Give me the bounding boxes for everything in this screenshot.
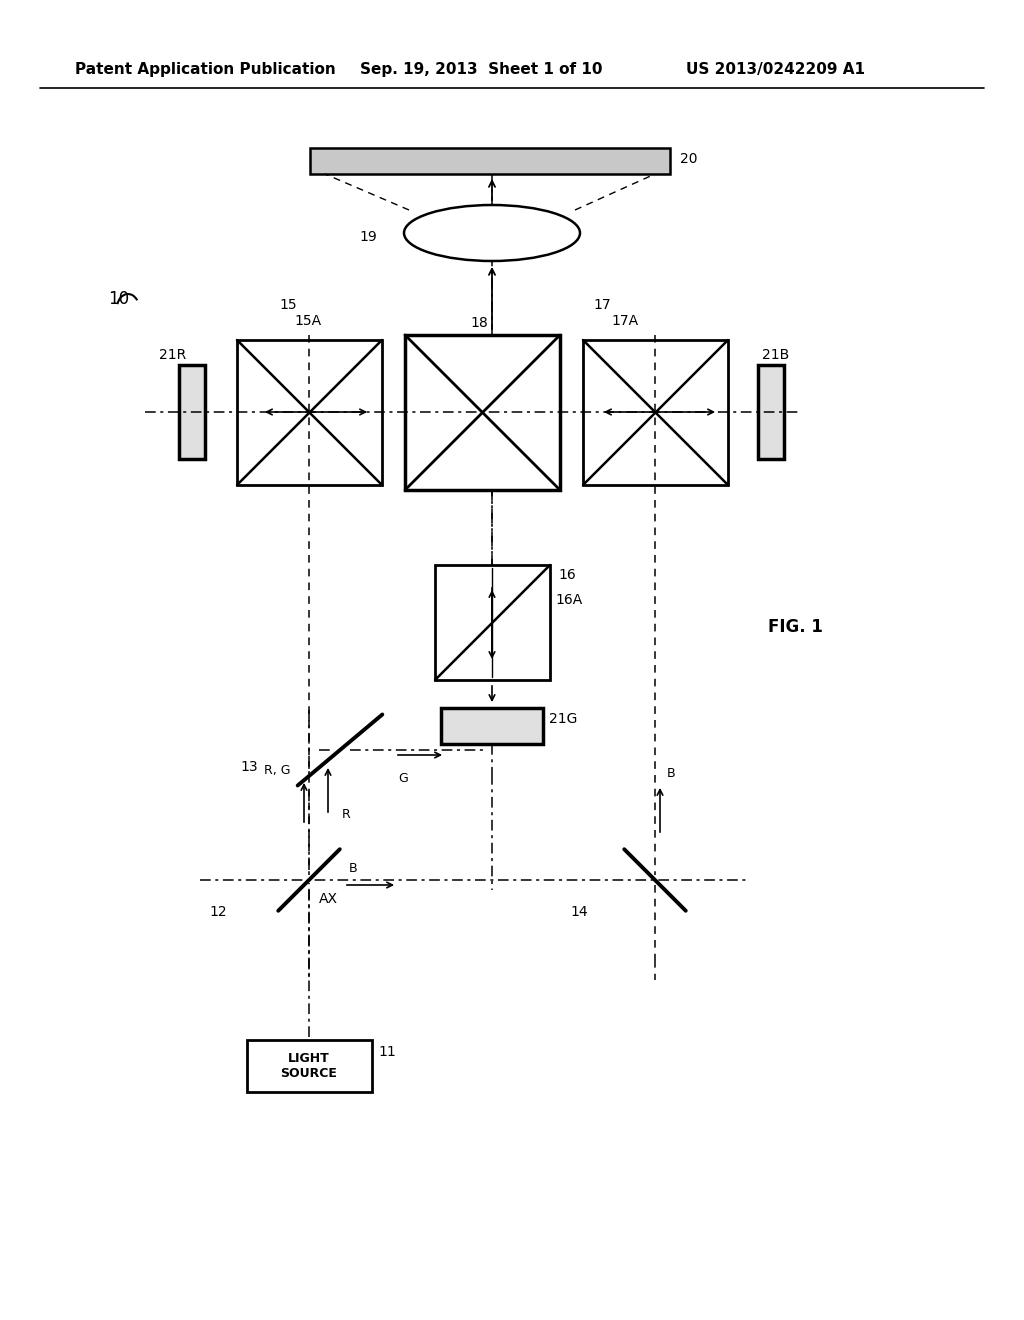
Text: 14: 14 bbox=[570, 906, 588, 919]
Text: 17A: 17A bbox=[611, 314, 638, 327]
Bar bbox=[179, 366, 205, 459]
Bar bbox=[435, 565, 550, 680]
Text: 18: 18 bbox=[470, 315, 487, 330]
Text: G: G bbox=[398, 772, 408, 785]
Text: 15: 15 bbox=[279, 298, 297, 312]
Text: 21R: 21R bbox=[159, 348, 186, 362]
Text: 16A: 16A bbox=[555, 593, 583, 607]
Text: 13: 13 bbox=[240, 760, 258, 774]
Text: R, G: R, G bbox=[264, 764, 291, 777]
Text: 12: 12 bbox=[209, 906, 226, 919]
Bar bbox=[310, 148, 670, 174]
Text: Patent Application Publication: Patent Application Publication bbox=[75, 62, 336, 77]
Bar bbox=[583, 341, 728, 484]
Bar bbox=[247, 1040, 372, 1092]
Text: B: B bbox=[667, 767, 676, 780]
Text: 20: 20 bbox=[680, 152, 697, 166]
Text: 16: 16 bbox=[558, 568, 575, 582]
Text: LIGHT
SOURCE: LIGHT SOURCE bbox=[281, 1052, 338, 1080]
Text: 17: 17 bbox=[593, 298, 610, 312]
Text: 19: 19 bbox=[359, 230, 377, 244]
Text: 10: 10 bbox=[108, 290, 129, 308]
Text: 15A: 15A bbox=[294, 314, 322, 327]
Ellipse shape bbox=[404, 205, 580, 261]
Text: 11: 11 bbox=[378, 1045, 395, 1059]
Bar bbox=[441, 708, 543, 744]
Text: B: B bbox=[349, 862, 357, 875]
Text: US 2013/0242209 A1: US 2013/0242209 A1 bbox=[686, 62, 865, 77]
Text: Sep. 19, 2013  Sheet 1 of 10: Sep. 19, 2013 Sheet 1 of 10 bbox=[360, 62, 602, 77]
Text: R: R bbox=[342, 808, 351, 821]
Text: AX: AX bbox=[319, 892, 338, 906]
Bar bbox=[758, 366, 784, 459]
Bar bbox=[237, 341, 382, 484]
Text: 21G: 21G bbox=[549, 711, 578, 726]
Bar bbox=[406, 335, 560, 490]
Text: FIG. 1: FIG. 1 bbox=[768, 618, 823, 636]
Text: 21B: 21B bbox=[762, 348, 790, 362]
